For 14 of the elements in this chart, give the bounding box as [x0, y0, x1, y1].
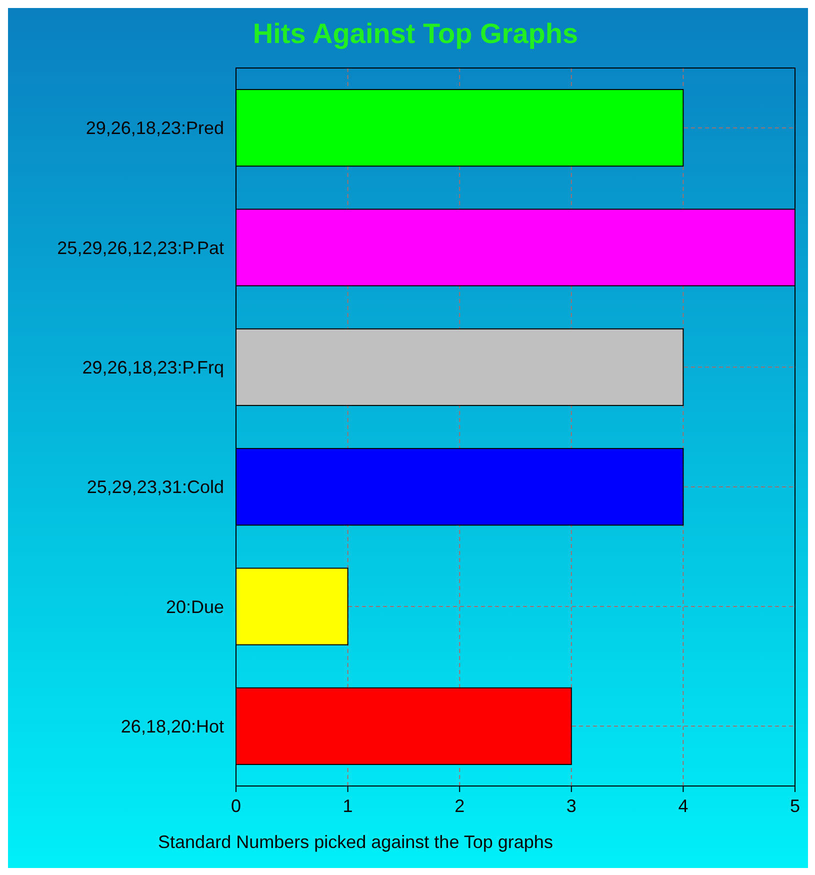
- y-tick-label: 29,26,18,23:Pred: [86, 118, 224, 138]
- x-tick-label: 1: [342, 796, 353, 816]
- chart-title: Hits Against Top Graphs: [252, 18, 578, 49]
- x-tick-label: 3: [566, 796, 576, 816]
- y-tick-label: 26,18,20:Hot: [120, 716, 224, 736]
- x-tick-label: 5: [790, 796, 800, 816]
- x-tick-label: 2: [454, 796, 465, 816]
- y-tick-label: 25,29,23,31:Cold: [86, 477, 224, 498]
- y-tick-label: 29,26,18,23:P.Frq: [82, 357, 224, 378]
- x-tick-label: 0: [230, 796, 242, 816]
- x-axis-title: Standard Numbers picked against the Top graphs: [158, 832, 553, 852]
- x-tick-label: 4: [678, 796, 688, 816]
- y-tick-label: 20:Due: [166, 596, 224, 617]
- y-tick-label: 25,29,26,12,23:P.Pat: [57, 238, 224, 258]
